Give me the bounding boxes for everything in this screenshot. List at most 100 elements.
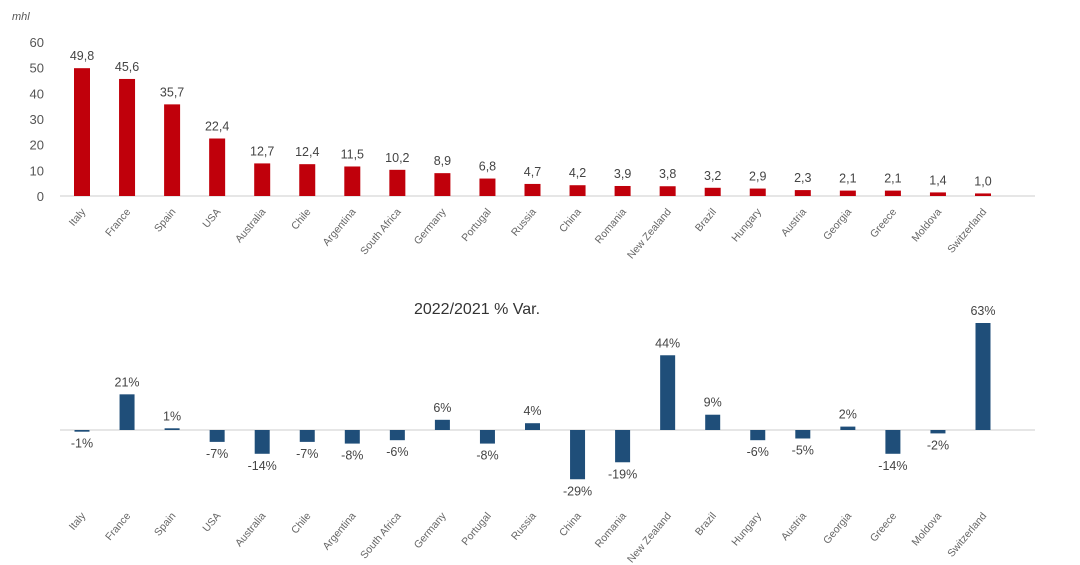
x-tick-label: New Zealand [625, 510, 674, 565]
bar-georgia [840, 426, 856, 430]
x-tick-label: Georgia [821, 510, 854, 546]
x-tick-label: Romania [593, 206, 629, 246]
x-tick-label: France [103, 510, 133, 543]
data-label: 3,9 [614, 167, 631, 181]
data-label: 1,0 [974, 174, 991, 188]
x-tick-label: Italy [67, 206, 89, 229]
bar-south-africa [389, 430, 405, 441]
production-chart: mhl 0 10 20 30 40 50 60 49,8 Italy 45,6 France 35,7… [12, 11, 1035, 261]
data-label: -6% [747, 445, 769, 459]
y-axis-unit: mhl [12, 11, 30, 23]
bar-new-zealand [660, 355, 676, 430]
x-tick-label: Brazil [693, 510, 719, 538]
x-tick-label: South Africa [358, 206, 404, 257]
x-tick-label: Austria [779, 206, 809, 239]
data-label: 6% [433, 401, 451, 415]
x-tick-label: Georgia [821, 206, 854, 242]
data-label: 4% [523, 404, 541, 418]
data-label: 2,3 [794, 171, 811, 185]
data-label: 9% [704, 396, 722, 410]
data-label: 4,7 [524, 165, 541, 179]
bar-china [569, 185, 586, 196]
bar-hungary [749, 188, 766, 196]
variation-chart-title: 2022/2021 % Var. [414, 301, 540, 318]
data-label: 3,8 [659, 167, 676, 181]
data-label: -2% [927, 438, 949, 452]
y-tick-label: 60 [30, 35, 44, 50]
data-label: -7% [206, 447, 228, 461]
bar-spain [164, 428, 180, 430]
data-label: 1,4 [929, 173, 946, 187]
data-label: -1% [71, 437, 93, 451]
x-tick-label: Portugal [459, 206, 493, 244]
data-label: 10,2 [385, 151, 409, 165]
x-tick-label: Germany [412, 510, 449, 551]
bar-austria [795, 430, 811, 439]
y-tick-label: 40 [30, 86, 44, 101]
bar-chile [299, 430, 315, 442]
x-tick-label: Chile [289, 510, 314, 536]
x-tick-label: Portugal [459, 510, 493, 548]
data-label: 11,5 [341, 147, 364, 161]
data-label: -29% [563, 484, 592, 498]
bar-russia [524, 183, 541, 196]
data-label: 44% [655, 336, 680, 350]
x-tick-label: Romania [593, 510, 629, 550]
bar-south-africa [389, 169, 406, 196]
data-label: 6,8 [479, 160, 496, 174]
bar-greece [885, 430, 901, 454]
x-tick-label: Hungary [729, 510, 764, 549]
x-tick-label: Austria [779, 510, 809, 543]
bar-spain [164, 104, 181, 196]
data-label: 2% [839, 408, 857, 422]
bar-switzerland [975, 193, 991, 196]
data-label: -7% [296, 447, 318, 461]
x-tick-label: Switzerland [945, 510, 989, 559]
data-label: 63% [970, 304, 995, 318]
bar-germany [434, 419, 450, 430]
data-label: 3,2 [704, 169, 721, 183]
bar-argentina [344, 430, 360, 444]
x-tick-label: Moldova [910, 510, 945, 548]
data-label: 8,9 [434, 154, 451, 168]
x-tick-label: Switzerland [945, 206, 989, 255]
data-label: -8% [341, 449, 363, 463]
x-tick-label: USA [200, 206, 223, 230]
data-label: -8% [476, 449, 498, 463]
bar-australia [254, 163, 271, 196]
bar-austria [794, 190, 811, 196]
x-tick-label: Argentina [321, 206, 359, 248]
bar-moldova [930, 430, 946, 434]
bar-moldova [929, 192, 946, 196]
bar-italy [74, 430, 90, 432]
x-tick-label: Russia [509, 510, 539, 542]
bar-russia [525, 423, 540, 430]
x-tick-label: Hungary [729, 206, 764, 245]
data-label: 12,4 [295, 145, 319, 159]
data-label: -14% [878, 459, 907, 473]
x-tick-label: Italy [67, 510, 89, 533]
x-tick-label: South Africa [358, 510, 404, 561]
data-label: 2,9 [749, 170, 766, 184]
data-label: 35,7 [160, 85, 184, 99]
bar-australia [254, 430, 270, 454]
bar-usa [209, 430, 225, 442]
x-tick-label: Australia [233, 206, 269, 245]
x-tick-label: France [103, 206, 133, 239]
x-tick-label: Spain [152, 206, 179, 234]
x-tick-label: Greece [868, 206, 899, 240]
x-tick-label: Russia [509, 206, 539, 238]
x-tick-label: Germany [412, 206, 449, 247]
x-tick-label: USA [200, 510, 223, 534]
data-label: 49,8 [70, 49, 94, 63]
bar-new-zealand [659, 186, 676, 196]
data-label: 2,1 [884, 172, 901, 186]
bar-usa [209, 138, 226, 196]
bar-georgia [839, 190, 856, 196]
bar-china [570, 430, 586, 480]
bar-italy [74, 68, 90, 196]
x-tick-label: China [557, 206, 584, 235]
bar-romania [614, 185, 631, 196]
y-tick-label: 30 [30, 112, 44, 127]
x-tick-label: Brazil [693, 206, 719, 234]
